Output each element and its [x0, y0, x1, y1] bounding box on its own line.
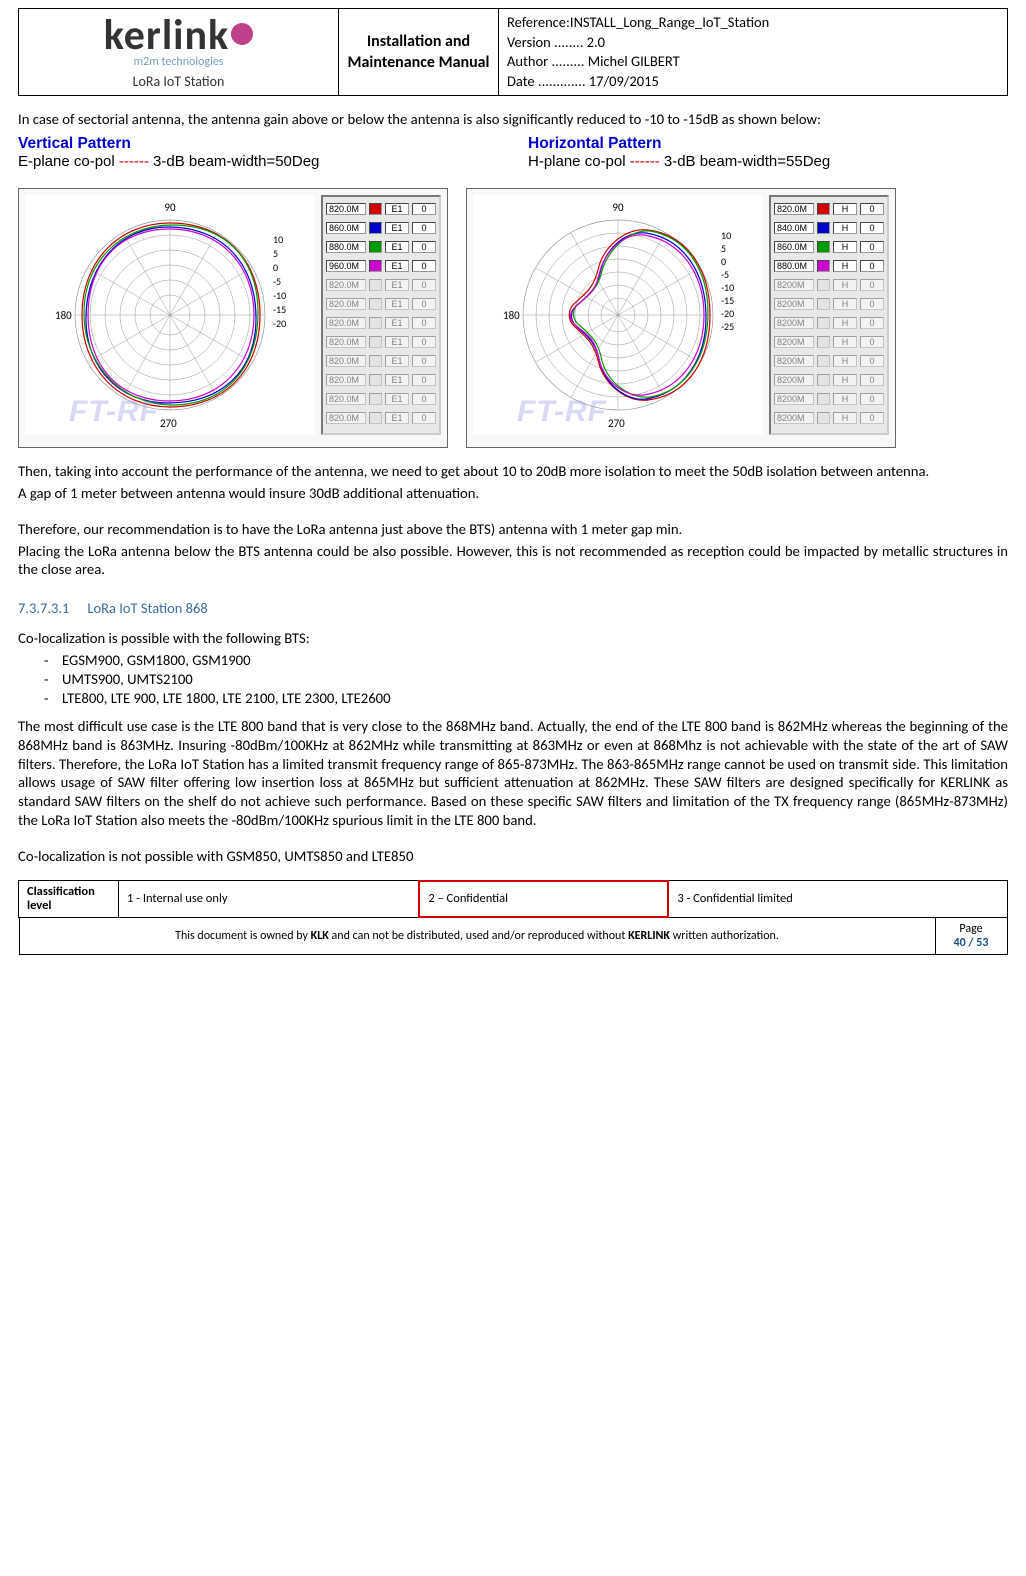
svg-text:5: 5 — [273, 247, 278, 260]
ref-label: Reference: — [507, 13, 570, 31]
watermark: FT-RF — [69, 395, 159, 429]
svg-text:90: 90 — [612, 201, 624, 214]
legend-vertical: 820.0ME10860.0ME10880.0ME10960.0ME10820.… — [321, 195, 441, 435]
list-item: LTE800, LTE 900, LTE 1800, LTE 2100, LTE… — [62, 689, 1008, 707]
logo-text: kerlink — [27, 15, 330, 57]
bts-list: EGSM900, GSM1800, GSM1900 UMTS900, UMTS2… — [18, 651, 1008, 707]
svg-text:-10: -10 — [721, 281, 734, 294]
ownership-statement: This document is owned by KLK and can no… — [19, 918, 935, 955]
logo-cell: kerlink m2m technologies LoRa IoT Statio… — [19, 9, 339, 96]
svg-text:180: 180 — [503, 309, 520, 322]
svg-text:90: 90 — [164, 201, 176, 214]
vertical-polar-chart: 90 10 5 0 -5 -10 -15 -20 180 270 820.0ME… — [18, 188, 448, 448]
list-item: EGSM900, GSM1800, GSM1900 — [62, 651, 1008, 669]
svg-text:0: 0 — [273, 261, 278, 274]
horizontal-pattern-sub: H-plane co-pol ------ 3-dB beam-width=55… — [528, 153, 1008, 170]
version-value: 2.0 — [587, 33, 605, 51]
classification-3: 3 - Confidential limited — [668, 881, 1007, 918]
page-number: Page 40 / 53 — [935, 918, 1007, 955]
vertical-pattern-title: Vertical Pattern — [18, 135, 498, 153]
horizontal-polar-chart: 90 10 5 0 -5 -10 -15 -20 -25 180 270 820… — [466, 188, 896, 448]
svg-text:-15: -15 — [273, 303, 286, 316]
paragraph-intro: In case of sectorial antenna, the antenn… — [18, 110, 1008, 129]
svg-text:180: 180 — [55, 309, 72, 322]
paragraph: Therefore, our recommendation is to have… — [18, 520, 1008, 539]
author-value: Michel GILBERT — [588, 52, 680, 70]
list-item: UMTS900, UMTS2100 — [62, 670, 1008, 688]
svg-text:10: 10 — [721, 229, 731, 242]
paragraph: Co-localization is possible with the fol… — [18, 629, 1008, 648]
svg-text:5: 5 — [721, 242, 726, 255]
svg-text:-15: -15 — [721, 294, 734, 307]
svg-text:-5: -5 — [273, 275, 281, 288]
vertical-pattern-sub: E-plane co-pol ------ 3-dB beam-width=50… — [18, 153, 498, 170]
svg-text:270: 270 — [608, 417, 625, 430]
classification-2: 2 – Confidential — [419, 881, 668, 918]
classification-label: Classification level — [19, 881, 119, 918]
logo-subtext: m2m technologies — [27, 55, 330, 69]
classification-1: 1 - Internal use only — [119, 881, 420, 918]
date-value: 17/09/2015 — [589, 72, 659, 90]
logo-dot-icon — [231, 23, 253, 45]
ref-value: INSTALL_Long_Range_IoT_Station — [570, 13, 769, 31]
date-label: Date ............. — [507, 72, 589, 90]
horizontal-pattern-title: Horizontal Pattern — [528, 135, 1008, 153]
paragraph: Placing the LoRa antenna below the BTS a… — [18, 542, 1008, 580]
svg-text:270: 270 — [160, 417, 177, 430]
paragraph: Then, taking into account the performanc… — [18, 462, 1008, 481]
header-table: kerlink m2m technologies LoRa IoT Statio… — [18, 8, 1008, 96]
svg-text:-25: -25 — [721, 320, 734, 333]
logo-bottom: LoRa IoT Station — [27, 73, 330, 90]
svg-text:-10: -10 — [273, 289, 286, 302]
svg-text:-20: -20 — [721, 307, 734, 320]
doc-meta: Reference:INSTALL_Long_Range_IoT_Station… — [499, 9, 1008, 96]
author-label: Author ......... — [507, 52, 588, 70]
paragraph: A gap of 1 meter between antenna would i… — [18, 484, 1008, 503]
watermark: FT-RF — [517, 395, 607, 429]
svg-text:10: 10 — [273, 233, 283, 246]
svg-text:-5: -5 — [721, 268, 729, 281]
section-heading: 7.3.7.3.1LoRa IoT Station 868 — [18, 599, 1008, 617]
legend-horizontal: 820.0MH0840.0MH0860.0MH0880.0MH08200MH08… — [769, 195, 889, 435]
doc-title: Installation and Maintenance Manual — [339, 9, 499, 96]
paragraph: The most difficult use case is the LTE 8… — [18, 717, 1008, 830]
paragraph: Co-localization is not possible with GSM… — [18, 847, 1008, 866]
svg-text:0: 0 — [721, 255, 726, 268]
footer-table: Classification level 1 - Internal use on… — [18, 880, 1008, 956]
version-label: Version ........ — [507, 33, 587, 51]
svg-text:-20: -20 — [273, 317, 286, 330]
